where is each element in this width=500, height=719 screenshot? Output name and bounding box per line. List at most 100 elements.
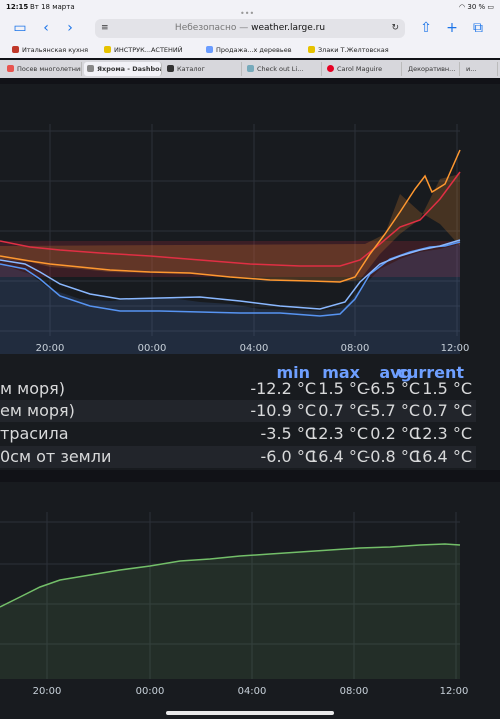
legend-current: 0.7 °C [422,401,472,420]
legend-avg: -6.5 °C [364,379,420,398]
temperature-panel: 20:00 00:00 04:00 08:00 12:00 min max av… [0,84,500,470]
tab-bar: Посев многолетников Яхрома - Dashboards … [0,60,500,78]
band-fill [0,241,460,277]
legend-header-current[interactable]: current [397,363,464,382]
legend-max: 0.7 °C [318,401,368,420]
legend-avg: -0.8 °C [364,447,420,466]
reload-icon[interactable]: ↻ [391,23,399,33]
legend-avg: -5.7 °C [364,401,420,420]
close-tab-icon[interactable] [87,65,94,72]
forward-icon[interactable]: › [67,20,73,36]
tab-yakhroma-dashboards[interactable]: Яхрома - Dashboards [84,62,162,76]
series-line-2 [0,149,461,283]
tab-label: и... [466,65,477,73]
back-icon[interactable]: ‹ [43,20,49,36]
legend-min: -6.0 °C [260,447,316,466]
chart-grid [0,512,460,679]
blue-fill [0,244,460,354]
series-line-1 [0,171,461,267]
x-axis: 20:00 00:00 04:00 08:00 12:00 [33,686,469,697]
temperature-chart: 20:00 00:00 04:00 08:00 12:00 [0,124,470,354]
bookmark-label: Злаки Т.Желтовская [318,46,389,54]
bookmark-grasses[interactable]: Злаки Т.Желтовская [308,46,389,54]
tab-perennials[interactable]: Посев многолетников [4,62,82,76]
tab-label: Яхрома - Dashboards [97,65,161,73]
tab-label: Check out Li... [257,65,304,73]
legend-row[interactable]: ем моря) -10.9 °C 0.7 °C -5.7 °C 0.7 °C [0,400,476,422]
tab-decorative[interactable]: Декоративн... [404,62,460,76]
bookmark-label: ИНСТРУК...АСТЕНИЙ [114,46,183,54]
legend-series-name: 0см от земли [0,447,112,466]
legend-max: 16.4 °C [308,447,368,466]
bookmark-label: Итальянская кухня [22,46,89,54]
battery-indicator: ◠ 30 % ▭ [459,3,494,11]
legend-min: -10.9 °C [250,401,316,420]
legend-row[interactable]: м моря) -12.2 °C 1.5 °C -6.5 °C 1.5 °C [0,378,476,400]
series-line-3 [0,241,461,317]
tab-label: Посев многолетников [17,65,81,73]
chart-legend: min max avg current м моря) -12.2 °C 1.5… [0,360,476,468]
x-tick-label: 20:00 [33,686,62,697]
area-fill [0,544,460,679]
url-host: weather.large.ru [251,23,326,33]
bookmark-italian-cuisine[interactable]: Итальянская кухня [12,46,88,54]
second-panel: 20:00 00:00 04:00 08:00 12:00 [0,482,500,719]
legend-min: -3.5 °C [260,424,316,443]
bookmark-favicon [308,46,315,53]
x-tick-label: 12:00 [440,686,469,697]
x-tick-label: 08:00 [341,343,370,354]
legend-header-min[interactable]: min [276,363,310,382]
tab-label: Декоративн... [408,65,456,73]
x-axis: 20:00 00:00 04:00 08:00 12:00 [36,343,470,354]
x-tick-label: 12:00 [441,343,470,354]
tab-label: Каталог [177,65,205,73]
address-bar[interactable]: ≡ Небезопасно — weather.large.ru ↻ [95,19,405,38]
area-fill [0,174,460,282]
home-indicator[interactable] [166,711,334,715]
legend-current: 12.3 °C [412,424,472,443]
x-tick-label: 08:00 [340,686,369,697]
tab-more[interactable]: и... [462,62,498,76]
legend-current: 1.5 °C [422,379,472,398]
tab-label: Carol Maguire [337,65,383,73]
x-tick-label: 20:00 [36,343,65,354]
bookmark-instructions[interactable]: ИНСТРУК...АСТЕНИЙ [104,46,183,54]
x-tick-label: 00:00 [136,686,165,697]
bookmark-trees-sale[interactable]: Продажа...х деревьев [206,46,292,54]
bookmark-favicon [104,46,111,53]
tabs-icon[interactable]: ⧉ [473,20,483,36]
legend-series-name: трасила [0,424,69,443]
share-icon[interactable]: ⇧ [420,20,432,36]
url-prefix: Небезопасно — [174,23,252,33]
legend-max: 1.5 °C [318,379,368,398]
clock: 12:15 [6,3,29,11]
legend-avg: 0.2 °C [370,424,420,443]
tab-catalog[interactable]: Каталог [164,62,242,76]
page-menu-icon[interactable]: ≡ [101,23,109,33]
tab-check-out[interactable]: Check out Li... [244,62,322,76]
chart-grid [0,124,460,336]
tab-favicon [247,65,254,72]
legend-series-name: м моря) [0,379,66,398]
legend-series-name: ем моря) [0,401,75,420]
tab-carol-maguire[interactable]: Carol Maguire [324,62,402,76]
new-tab-icon[interactable]: + [446,20,458,36]
bookmark-label: Продажа...х деревьев [216,46,292,54]
legend-current: 16.4 °C [412,447,472,466]
growth-chart: 20:00 00:00 04:00 08:00 12:00 [0,512,469,697]
legend-header-max[interactable]: max [322,363,360,382]
sidebar-icon[interactable]: ▭ [13,20,27,36]
status-bar: 12:15 Вт 18 марта ◠ 30 % ▭ [0,0,500,14]
series-line [0,543,461,608]
x-tick-label: 04:00 [240,343,269,354]
legend-max: 12.3 °C [308,424,368,443]
tab-favicon [167,65,174,72]
tab-overview-dots[interactable]: ••• [240,9,255,18]
pinterest-icon [327,65,334,72]
bookmark-favicon [206,46,213,53]
browser-toolbar: ••• ▭ ‹ › ≡ Небезопасно — weather.large.… [0,9,500,42]
legend-row[interactable]: 0см от земли -6.0 °C 16.4 °C -0.8 °C 16.… [0,446,476,468]
bookmark-favicon [12,46,19,53]
x-tick-label: 00:00 [138,343,167,354]
legend-row[interactable]: трасила -3.5 °C 12.3 °C 0.2 °C 12.3 °C [0,423,476,445]
